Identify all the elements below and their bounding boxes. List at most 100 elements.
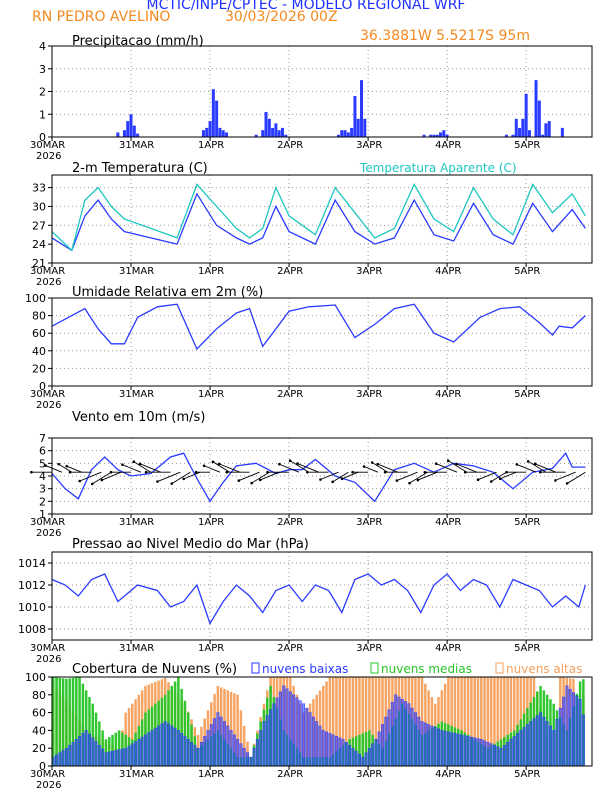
cloud-bar — [460, 734, 464, 767]
wind-arrow-head — [237, 479, 241, 482]
wind-arrow — [555, 471, 576, 481]
cloud-bar — [265, 715, 269, 767]
wind-arrow — [341, 471, 359, 480]
y-tick-label: 100 — [25, 671, 46, 684]
cloud-bar — [469, 736, 473, 767]
cloud-bar — [104, 752, 108, 767]
y-tick-label: 3 — [39, 483, 46, 496]
wind-arrow-head — [170, 482, 174, 485]
wind-arrow-head — [156, 480, 159, 483]
precip-bar — [271, 127, 275, 137]
x-tick-label: 3APR — [356, 769, 382, 780]
cloud-bar — [282, 685, 286, 767]
apparent-temp-legend: Temperatura Aparente (C) — [359, 161, 517, 175]
x-tick-year: 2026 — [36, 151, 61, 162]
cloud-bar — [473, 737, 477, 767]
cloud-bar — [249, 756, 253, 767]
x-tick-label: 31MAR — [119, 769, 154, 780]
legend-label: nuvens medias — [381, 662, 472, 676]
cloud-bar — [374, 677, 378, 766]
cloud-bar — [345, 677, 348, 766]
cloud-bar — [509, 677, 513, 766]
cloud-bar — [81, 733, 85, 767]
cloud-bar — [436, 728, 440, 767]
x-tick-label: 4APR — [435, 266, 461, 277]
wind-arrow-head — [383, 470, 387, 474]
x-tick-label: 1APR — [198, 643, 224, 654]
cloud-bar — [160, 723, 164, 767]
cloud-bar — [486, 677, 490, 766]
wind-arrow-head — [362, 465, 366, 468]
pressure-panel — [48, 551, 593, 644]
x-tick-label: 1APR — [198, 140, 224, 151]
cloud-bar — [525, 724, 529, 767]
precip-bar — [514, 118, 518, 137]
wind-arrow-head — [319, 478, 322, 481]
legend-label: nuvens altas — [506, 662, 582, 676]
cloud-bar — [301, 703, 305, 767]
cloud-bar — [420, 721, 424, 767]
cloud-bar — [529, 721, 533, 767]
x-tick-label: 31MAR — [119, 266, 154, 277]
x-tick-label: 31MAR — [119, 643, 154, 654]
y-tick-label: 20 — [32, 362, 46, 375]
cloud-bar — [140, 736, 144, 767]
cloud-bar — [216, 712, 220, 767]
pressure-frame — [51, 551, 593, 641]
cloud-bar — [222, 721, 226, 767]
y-tick-label: 60 — [32, 707, 46, 720]
cloud-bar — [137, 739, 141, 767]
x-tick-label: 1APR — [198, 769, 224, 780]
cloud-bar — [430, 725, 434, 767]
clouds-panel — [48, 662, 593, 770]
precip-bar — [422, 134, 426, 137]
cloud-bar — [153, 727, 157, 767]
wind-arrow — [516, 463, 537, 473]
x-tick-label: 3APR — [356, 517, 382, 528]
series-line — [51, 573, 587, 626]
cloud-bar — [457, 677, 460, 766]
cloud-bar — [236, 739, 240, 767]
y-tick-label: 7 — [39, 432, 46, 445]
precip-bar — [524, 93, 528, 137]
cloud-bar — [58, 752, 62, 767]
cloud-bar — [493, 677, 496, 766]
x-tick-label: 30MAR — [30, 643, 65, 654]
cloud-bar — [480, 677, 483, 766]
cloud-bar — [81, 683, 85, 766]
y-tick-label: 33 — [32, 182, 46, 195]
x-tick-year: 2026 — [36, 528, 61, 539]
precip-bar — [280, 127, 284, 137]
wind-arrow-head — [434, 462, 438, 466]
wind-arrow — [238, 471, 260, 481]
cloud-bar — [348, 677, 351, 766]
cloud-bar — [568, 688, 572, 767]
wind-arrow — [279, 463, 300, 473]
x-tick-label: 3APR — [356, 389, 382, 400]
cloud-bar — [298, 700, 302, 767]
wind-arrow-head — [395, 479, 399, 482]
precip-frame — [51, 45, 593, 138]
wind-arrow — [377, 463, 398, 473]
wind-arrow — [320, 471, 339, 480]
wind-arrow — [58, 463, 72, 473]
cloud-bar — [180, 688, 183, 766]
wind-arrow-head — [463, 470, 467, 474]
x-tick-label: 5APR — [514, 389, 540, 400]
cloud-bar — [55, 677, 58, 766]
cloud-bar — [94, 741, 98, 767]
cloud-bar — [196, 747, 200, 767]
wind-arrow-head — [211, 460, 215, 464]
y-tick-label: 1014 — [18, 557, 46, 570]
wind-arrow — [491, 471, 507, 482]
wind-arrow-head — [138, 462, 142, 466]
precip-bar — [208, 121, 212, 137]
precip-bar — [201, 130, 205, 137]
cloud-bar — [381, 724, 385, 767]
temperature-panel — [48, 174, 593, 267]
cloud-bar — [242, 725, 246, 766]
wind-arrow-head — [90, 482, 94, 486]
cloud-bar — [506, 677, 509, 766]
wind-arrow-head — [225, 470, 229, 474]
wind-arrow-head — [416, 478, 420, 482]
